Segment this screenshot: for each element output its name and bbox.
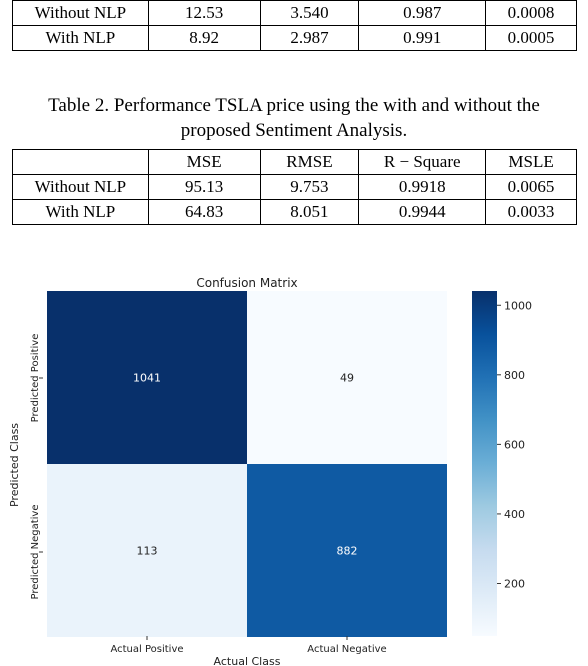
header-empty (12, 149, 149, 175)
cell-r-square: 0.9944 (358, 199, 487, 225)
colorbar-tick-label: 1000 (504, 299, 532, 312)
cell-rmse: 2.987 (259, 25, 360, 51)
cell-msle: 0.0005 (485, 25, 577, 51)
heatmap-cell-label: 49 (340, 372, 354, 385)
x-tick-actual-positive: Actual Positive (110, 644, 183, 655)
y-axis-label: Predicted Class (8, 423, 21, 507)
table-2-caption-line-1: Table 2. Performance TSLA price using th… (48, 95, 540, 116)
heatmap-cell (247, 291, 447, 464)
y-tick-predicted-positive: Predicted Positive (30, 334, 41, 423)
x-axis-label: Actual Class (214, 655, 281, 666)
table-row: With NLP 64.83 8.051 0.9944 0.0033 (12, 199, 577, 225)
table-2-caption-line-2: proposed Sentiment Analysis. (180, 120, 408, 141)
y-tick-predicted-negative: Predicted Negative (30, 505, 41, 600)
heatmap-cell (47, 291, 247, 464)
heatmap-cell (47, 464, 247, 637)
confusion-matrix-chart: Confusion Matrix 1041 49 113 882 Actual Pos… (8, 276, 532, 666)
cell-mse: 8.92 (147, 25, 261, 51)
colorbar (472, 291, 497, 636)
table-row: Without NLP 12.53 3.540 0.987 0.0008 (12, 0, 577, 26)
colorbar-tick-label: 200 (504, 577, 525, 590)
colorbar-tick-label: 800 (504, 369, 525, 382)
heatmap-cell-label: 113 (137, 545, 158, 558)
cell-msle: 0.0065 (485, 174, 577, 200)
cell-rmse: 3.540 (259, 0, 360, 26)
header-mse: MSE (147, 149, 261, 175)
header-msle: MSLE (485, 149, 577, 175)
cell-r-square: 0.991 (358, 25, 487, 51)
heatmap-cell-label: 882 (337, 545, 358, 558)
row-label: Without NLP (12, 174, 149, 200)
table-header-row: MSE RMSE R − Square MSLE (12, 149, 577, 175)
table-1: Without NLP 12.53 3.540 0.987 0.0008 Wit… (12, 0, 577, 51)
heatmap-cell (247, 464, 447, 637)
table-row: Without NLP 95.13 9.753 0.9918 0.0065 (12, 174, 577, 200)
cell-r-square: 0.9918 (358, 174, 487, 200)
cell-mse: 95.13 (147, 174, 261, 200)
colorbar-tick-label: 400 (504, 508, 525, 521)
table-2: MSE RMSE R − Square MSLE Without NLP 95.… (12, 149, 577, 225)
colorbar-tick-label: 600 (504, 438, 525, 451)
heatmap-cell-labels: 1041 49 113 882 (133, 372, 358, 558)
colorbar-ticks: 200 400 600 800 1000 (497, 299, 532, 590)
cell-mse: 64.83 (147, 199, 261, 225)
header-r-square: R − Square (358, 149, 487, 175)
x-tick-actual-negative: Actual Negative (307, 644, 386, 655)
cell-r-square: 0.987 (358, 0, 487, 26)
cell-msle: 0.0008 (485, 0, 577, 26)
row-label: Without NLP (12, 0, 149, 26)
cell-rmse: 8.051 (259, 199, 360, 225)
cell-msle: 0.0033 (485, 199, 577, 225)
row-label: With NLP (12, 199, 149, 225)
table-row: With NLP 8.92 2.987 0.991 0.0005 (12, 25, 577, 51)
chart-title: Confusion Matrix (196, 276, 297, 290)
heatmap-cell-label: 1041 (133, 372, 161, 385)
heatmap-cells (47, 291, 447, 637)
cell-rmse: 9.753 (259, 174, 360, 200)
row-label: With NLP (12, 25, 149, 51)
cell-mse: 12.53 (147, 0, 261, 26)
header-rmse: RMSE (259, 149, 360, 175)
